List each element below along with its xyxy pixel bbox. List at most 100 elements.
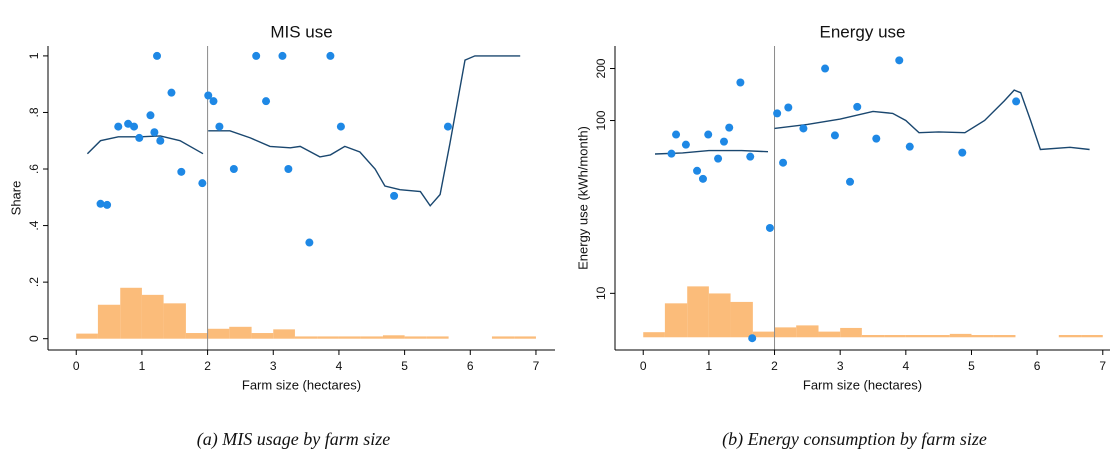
point bbox=[204, 91, 213, 100]
point bbox=[278, 51, 287, 60]
x-tick-label: 4 bbox=[336, 359, 343, 373]
y-tick-label: 0 bbox=[27, 335, 41, 342]
point bbox=[746, 152, 755, 161]
x-axis-label: Farm size (hectares) bbox=[242, 377, 361, 392]
histogram-bar bbox=[818, 331, 841, 338]
point bbox=[895, 56, 904, 65]
histogram-bar bbox=[774, 327, 797, 338]
y-tick-label: .6 bbox=[27, 164, 41, 174]
x-axis-label: Farm size (hectares) bbox=[803, 377, 922, 392]
histogram-bar bbox=[796, 325, 819, 338]
caption: (b) Energy consumption by farm size bbox=[722, 429, 987, 450]
point bbox=[209, 97, 218, 106]
point bbox=[229, 165, 238, 174]
caption: (a) MIS usage by farm size bbox=[197, 429, 390, 450]
point bbox=[681, 140, 690, 149]
point bbox=[846, 177, 855, 186]
histogram-bar bbox=[251, 333, 274, 339]
histogram-bar bbox=[752, 331, 775, 338]
x-tick-label: 6 bbox=[1034, 359, 1041, 373]
x-tick-label: 1 bbox=[706, 359, 713, 373]
histogram-bar bbox=[163, 303, 186, 339]
point bbox=[252, 51, 261, 60]
histogram-bar bbox=[840, 327, 862, 338]
histogram-bar bbox=[861, 335, 885, 338]
point bbox=[698, 174, 707, 183]
histogram-bar bbox=[120, 287, 142, 339]
x-tick-label: 5 bbox=[401, 359, 408, 373]
point bbox=[130, 122, 139, 131]
point bbox=[103, 200, 112, 209]
point bbox=[704, 130, 713, 139]
x-tick-label: 0 bbox=[73, 359, 80, 373]
fit-line bbox=[654, 89, 1090, 155]
x-tick-label: 3 bbox=[837, 359, 844, 373]
y-tick-label: 1 bbox=[27, 52, 41, 59]
point bbox=[135, 133, 144, 142]
y-tick-label: .2 bbox=[27, 277, 41, 287]
histogram-bar bbox=[491, 336, 515, 339]
histogram-bar bbox=[730, 301, 753, 338]
point bbox=[905, 142, 914, 151]
point bbox=[262, 97, 271, 106]
point bbox=[736, 78, 745, 87]
histogram-bar bbox=[382, 335, 405, 339]
panel: Energy use Farm size (hectares) Energy use… bbox=[575, 22, 1110, 450]
x-tick-label: 0 bbox=[640, 359, 647, 373]
y-axis-label: Energy use (kWh/month) bbox=[575, 126, 590, 270]
histogram-bar bbox=[1058, 335, 1082, 338]
histogram-bar bbox=[404, 336, 427, 339]
point bbox=[146, 111, 155, 120]
x-tick-label: 7 bbox=[533, 359, 540, 373]
histogram-bar bbox=[993, 335, 1016, 338]
point bbox=[779, 158, 788, 167]
histogram-bar bbox=[294, 336, 318, 339]
histogram-bar bbox=[426, 336, 449, 339]
point bbox=[284, 165, 293, 174]
histogram-bar bbox=[949, 333, 972, 338]
point bbox=[853, 102, 862, 111]
point bbox=[177, 167, 186, 176]
histogram-bar bbox=[273, 329, 295, 339]
point bbox=[326, 51, 335, 60]
point bbox=[198, 179, 207, 188]
histogram-bar bbox=[229, 326, 252, 339]
y-tick-label: .8 bbox=[27, 107, 41, 117]
histogram-bar bbox=[1081, 335, 1103, 338]
point bbox=[667, 149, 676, 158]
panel: MIS use Farm size (hectares) Share (a) MIS … bbox=[8, 22, 555, 450]
histogram-bar bbox=[207, 328, 230, 339]
x-tick-label: 1 bbox=[139, 359, 146, 373]
point bbox=[773, 109, 782, 118]
point bbox=[153, 51, 162, 60]
point bbox=[336, 122, 345, 131]
y-tick-label: 100 bbox=[594, 110, 608, 130]
point bbox=[714, 154, 723, 163]
x-tick-label: 5 bbox=[968, 359, 975, 373]
histogram-bar bbox=[905, 335, 928, 338]
histogram-bar bbox=[927, 335, 950, 338]
histogram-bar bbox=[97, 304, 121, 339]
point bbox=[156, 136, 165, 145]
histogram-bar bbox=[360, 336, 383, 339]
point bbox=[693, 166, 702, 175]
y-axis-label: Share bbox=[8, 181, 23, 216]
point bbox=[672, 130, 681, 139]
point bbox=[872, 134, 881, 143]
point bbox=[96, 199, 105, 208]
point bbox=[830, 131, 839, 140]
point bbox=[390, 191, 399, 200]
x-tick-label: 6 bbox=[467, 359, 474, 373]
point bbox=[799, 124, 808, 133]
histogram-bar bbox=[971, 335, 994, 338]
point bbox=[725, 123, 734, 132]
x-tick-label: 2 bbox=[204, 359, 211, 373]
point bbox=[765, 223, 774, 232]
point bbox=[1012, 97, 1021, 106]
histogram-bar bbox=[338, 336, 361, 339]
point bbox=[114, 122, 123, 131]
histogram-bar bbox=[708, 293, 731, 338]
point bbox=[150, 128, 159, 137]
chart-title: MIS use bbox=[270, 22, 332, 41]
x-tick-label: 7 bbox=[1099, 359, 1106, 373]
